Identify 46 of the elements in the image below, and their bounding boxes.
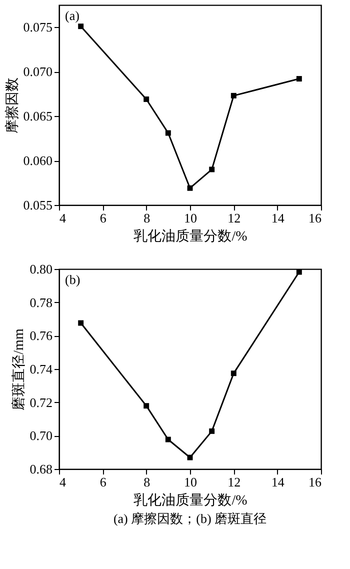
point	[296, 269, 302, 275]
point	[209, 166, 215, 172]
x-tick-label: 10	[184, 210, 197, 226]
x-tick-label: 4	[60, 210, 66, 226]
x-tick-label: 16	[308, 474, 322, 490]
y-tick-label: 0.060	[23, 153, 52, 168]
y-tick-label: 0.70	[30, 428, 52, 444]
y-axis-title: 摩擦因数	[4, 78, 20, 134]
text: (a) 摩擦因数；(b) 磨斑直径	[113, 511, 267, 526]
x-tick-label: 4	[60, 474, 66, 490]
point	[296, 76, 302, 82]
point	[144, 96, 150, 102]
point	[187, 185, 193, 191]
y-tick-label: 0.075	[23, 20, 52, 35]
x-tick-label: 14	[271, 210, 285, 226]
x-tick-label: 6	[100, 474, 107, 490]
y-tick-label: 0.68	[30, 462, 52, 476]
point	[165, 436, 171, 442]
y-tick-label: 0.76	[30, 328, 53, 344]
x-tick-label: 12	[228, 474, 241, 490]
y-tick-label: 0.070	[23, 64, 52, 80]
point	[78, 320, 84, 326]
y-tick-label: 0.74	[30, 362, 53, 376]
point	[230, 92, 236, 98]
x-axis-title: 乳化油质量分数/%	[134, 492, 248, 508]
x-tick-label: 8	[144, 210, 150, 226]
annotation: (a)	[65, 8, 80, 23]
x-tick-label: 8	[144, 474, 150, 490]
y-tick-label: 0.78	[30, 294, 52, 310]
point	[165, 130, 171, 136]
y-tick-label: 0.065	[23, 108, 52, 124]
point	[209, 428, 215, 434]
y-tick-label: 0.055	[23, 198, 52, 212]
x-tick-label: 14	[271, 474, 285, 490]
y-tick-label: 0.80	[30, 262, 52, 276]
x-tick-label: 6	[100, 210, 107, 226]
point	[230, 370, 236, 376]
x-tick-label: 12	[228, 210, 241, 226]
x-tick-label: 10	[184, 474, 197, 490]
y-tick-label: 0.72	[30, 394, 52, 410]
point	[144, 403, 150, 409]
y-axis-title: 磨斑直径/mm	[10, 328, 27, 410]
point	[78, 24, 84, 30]
x-axis-title: 乳化油质量分数/%	[134, 228, 248, 244]
x-tick-label: 16	[308, 210, 322, 226]
annotation: (b)	[65, 272, 80, 287]
